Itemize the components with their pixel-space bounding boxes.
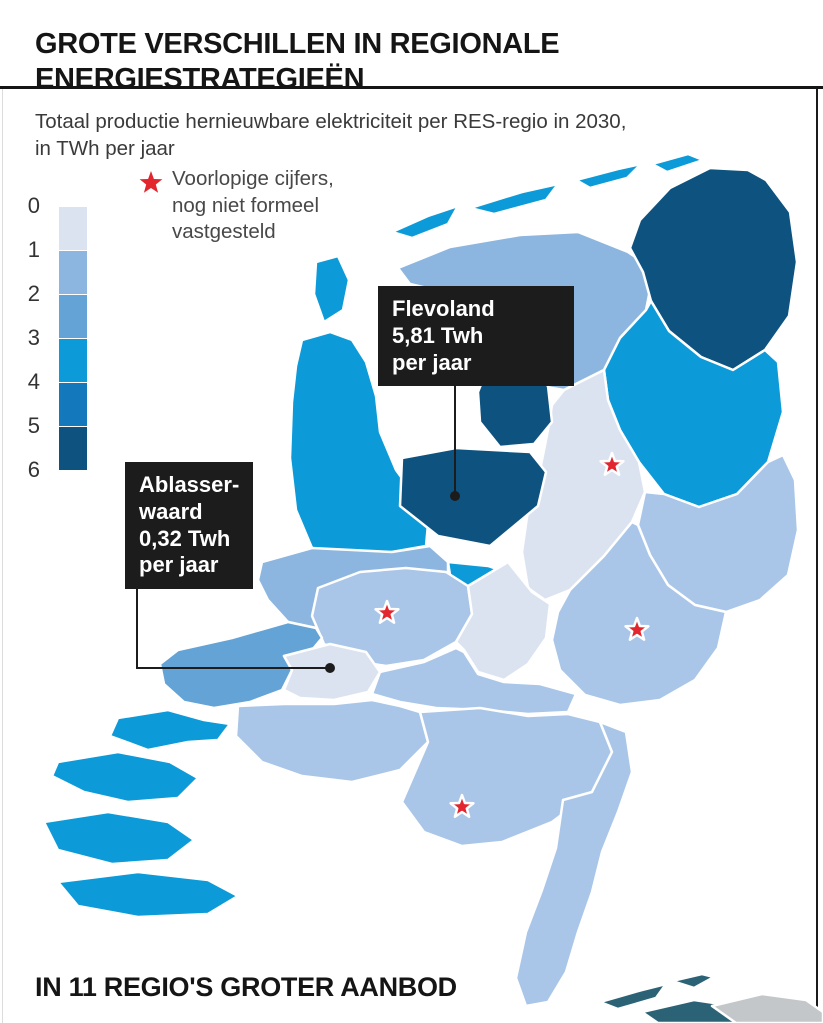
callout-dot-flevoland bbox=[450, 491, 460, 501]
provisional-note-line3: vastgesteld bbox=[172, 220, 276, 244]
map-region bbox=[550, 520, 728, 707]
chart-subtitle: Totaal productie hernieuwbare elektricit… bbox=[35, 108, 626, 162]
legend-tick: 3 bbox=[27, 325, 40, 350]
legend-swatch bbox=[58, 206, 88, 250]
legend-swatch bbox=[58, 338, 88, 382]
legend-swatch bbox=[58, 426, 88, 470]
callout-ablasserwaard-name2: waard bbox=[139, 498, 203, 524]
callout-dot-ablasserwaard bbox=[325, 663, 335, 673]
legend-tick: 2 bbox=[27, 281, 40, 306]
map-region bbox=[454, 560, 552, 682]
provisional-star-icon bbox=[624, 616, 650, 641]
wadden-island bbox=[574, 162, 643, 190]
legend-swatch bbox=[58, 294, 88, 338]
provisional-star-icon bbox=[449, 793, 475, 818]
legend-swatch bbox=[58, 382, 88, 426]
provisional-star-icon bbox=[599, 451, 625, 476]
provisional-note-line2: nog niet formeel bbox=[172, 193, 320, 217]
chart-subtitle-line2: in TWh per jaar bbox=[35, 137, 175, 161]
provisional-note-line1: Voorlopige cijfers, bbox=[172, 167, 334, 190]
map-region bbox=[234, 698, 430, 784]
right-border bbox=[816, 89, 818, 1023]
callout-flevoland-value: 5,81 Twh bbox=[392, 322, 484, 348]
map-region bbox=[50, 750, 200, 804]
callout-flevoland-name: Flevoland bbox=[392, 296, 495, 321]
callout-ablasserwaard-value: 0,32 Twh bbox=[139, 525, 231, 551]
callout-flevoland: Flevoland 5,81 Twh per jaar bbox=[378, 286, 574, 387]
wadden-island bbox=[650, 152, 705, 174]
legend-tick: 5 bbox=[27, 413, 40, 438]
adjacent-map-fragment bbox=[670, 972, 716, 990]
footer-heading: IN 11 REGIO'S GROTER AANBOD bbox=[35, 972, 457, 1002]
map-region bbox=[56, 870, 240, 919]
provisional-note: Voorlopige cijfers, nog niet formeel vas… bbox=[172, 166, 334, 246]
adjacent-map-fragment bbox=[710, 992, 823, 1023]
callout-ablasserwaard-name1: Ablasser- bbox=[139, 472, 240, 497]
map-region bbox=[514, 720, 634, 1008]
page-title-line1: GROTE VERSCHILLEN IN REGIONALE bbox=[35, 28, 560, 61]
wadden-island bbox=[468, 182, 560, 216]
provisional-star-legend-icon bbox=[139, 171, 163, 193]
map-region bbox=[370, 646, 578, 716]
callout-leader-ablasserwaard bbox=[136, 585, 326, 669]
wadden-island bbox=[312, 254, 351, 324]
callout-ablasserwaard-unit: per jaar bbox=[139, 552, 219, 578]
legend-swatches bbox=[58, 206, 88, 470]
adjacent-map-fragment bbox=[598, 982, 668, 1011]
page-title: GROTE VERSCHILLEN IN REGIONALE ENERGIEST… bbox=[35, 27, 560, 95]
left-border bbox=[2, 89, 3, 1023]
map-region bbox=[42, 810, 196, 866]
callout-flevoland-unit: per jaar bbox=[392, 349, 472, 375]
wadden-island bbox=[390, 204, 460, 240]
legend-tick: 4 bbox=[27, 369, 40, 394]
provisional-stars bbox=[374, 451, 650, 818]
map-region-flevoland bbox=[398, 446, 548, 548]
map-region bbox=[108, 708, 232, 752]
title-divider bbox=[0, 86, 823, 89]
legend-tick: 1 bbox=[27, 237, 40, 262]
legend-swatch bbox=[58, 250, 88, 294]
chart-subtitle-line1: Totaal productie hernieuwbare elektricit… bbox=[35, 110, 627, 133]
map-region bbox=[288, 330, 430, 558]
legend-tick: 0 bbox=[27, 193, 40, 218]
callout-ablasserwaard: Ablasser- waard 0,32 Twh per jaar bbox=[125, 462, 254, 590]
legend-tick: 6 bbox=[27, 457, 40, 482]
page-title-line2: ENERGIESTRATEGIEËN bbox=[35, 62, 365, 95]
provisional-star-icon bbox=[374, 599, 400, 624]
